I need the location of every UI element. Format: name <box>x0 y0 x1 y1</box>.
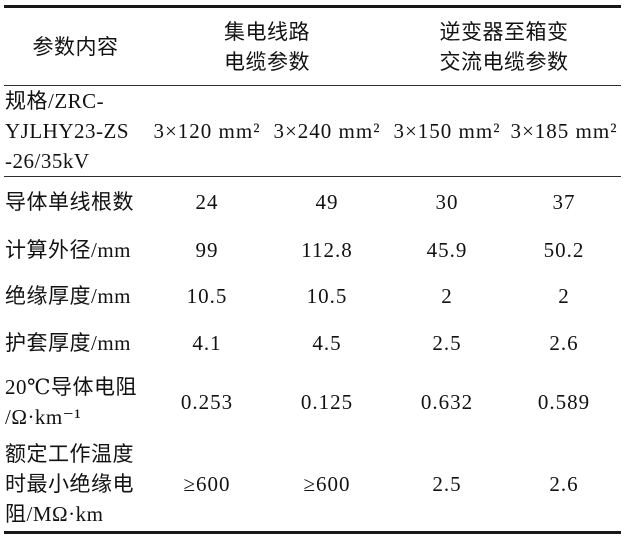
table-row-conductor-resistance-20c: 20℃导体电阻 /Ω·km⁻¹ 0.253 0.125 0.632 0.589 <box>4 367 621 437</box>
cell-value: 2.6 <box>549 471 579 496</box>
cell-value: ≥600 <box>303 471 351 496</box>
cable-parameters-table: 参数内容 集电线路 电缆参数 逆变器至箱变 交流电缆参数 规格/ZRC- YJL… <box>4 5 621 534</box>
row-label-calculated-outer-diameter: 计算外径/mm <box>5 237 132 262</box>
cell-value: 2.5 <box>432 331 462 355</box>
cell-value: 112.8 <box>301 237 353 262</box>
cell-value: 0.589 <box>537 389 591 414</box>
table-row-calculated-outer-diameter: 计算外径/mm 99 112.8 45.9 50.2 <box>4 227 621 273</box>
table-row-conductor-strand-count: 导体单线根数 24 49 30 37 <box>4 177 621 227</box>
cell-value: ≥600 <box>183 471 231 496</box>
cell-value: 0.632 <box>420 389 474 414</box>
table-row-min-insulation-resistance: 额定工作温度 时最小绝缘电 阻/MΩ·km ≥600 ≥600 2.5 2.6 <box>4 437 621 533</box>
cell-value: 50.2 <box>543 237 585 262</box>
cell-value: 4.1 <box>192 331 222 355</box>
cell-value: 30 <box>435 189 459 214</box>
cell-value: 3×240 mm² <box>267 85 387 177</box>
cell-value: 10.5 <box>306 284 348 308</box>
row-label-min-insulation-resistance: 额定工作温度 时最小绝缘电 阻/MΩ·km <box>5 441 134 526</box>
row-label-conductor-resistance-20c: 20℃导体电阻 /Ω·km⁻¹ <box>5 374 137 429</box>
row-label-specification: 规格/ZRC- YJLHY23-ZS -26/35kV <box>4 85 147 177</box>
cell-value: 4.5 <box>312 331 342 355</box>
cell-value: 24 <box>195 189 219 214</box>
table-header-row: 参数内容 集电线路 电缆参数 逆变器至箱变 交流电缆参数 <box>4 6 621 86</box>
cell-value: 99 <box>195 237 219 262</box>
table-row-specification: 规格/ZRC- YJLHY23-ZS -26/35kV 3×120 mm² 3×… <box>4 85 621 177</box>
cell-value: 2 <box>441 284 453 308</box>
cell-value: 3×120 mm² <box>147 85 267 177</box>
cell-value: 2.5 <box>432 471 462 496</box>
cell-value: 2.6 <box>549 331 579 355</box>
cell-value: 3×150 mm² <box>387 85 507 177</box>
cell-value: 37 <box>552 189 576 214</box>
header-collector-line-group: 集电线路 电缆参数 <box>147 6 387 86</box>
cell-value: 2 <box>558 284 570 308</box>
document-page: 参数内容 集电线路 电缆参数 逆变器至箱变 交流电缆参数 规格/ZRC- YJL… <box>0 5 625 547</box>
cell-value: 49 <box>315 189 339 214</box>
row-label-conductor-strand-count: 导体单线根数 <box>5 189 134 214</box>
header-inverter-to-box-group: 逆变器至箱变 交流电缆参数 <box>387 6 621 86</box>
table-row-insulation-thickness: 绝缘厚度/mm 10.5 10.5 2 2 <box>4 273 621 320</box>
row-label-insulation-thickness: 绝缘厚度/mm <box>5 284 132 308</box>
cell-value: 45.9 <box>426 237 468 262</box>
table-row-sheath-thickness: 护套厚度/mm 4.1 4.5 2.5 2.6 <box>4 320 621 367</box>
cell-value: 0.253 <box>180 389 234 414</box>
cell-value: 10.5 <box>186 284 228 308</box>
cell-value: 0.125 <box>300 389 354 414</box>
row-label-sheath-thickness: 护套厚度/mm <box>5 331 132 355</box>
header-parameter-content: 参数内容 <box>4 6 147 86</box>
cell-value: 3×185 mm² <box>507 85 621 177</box>
